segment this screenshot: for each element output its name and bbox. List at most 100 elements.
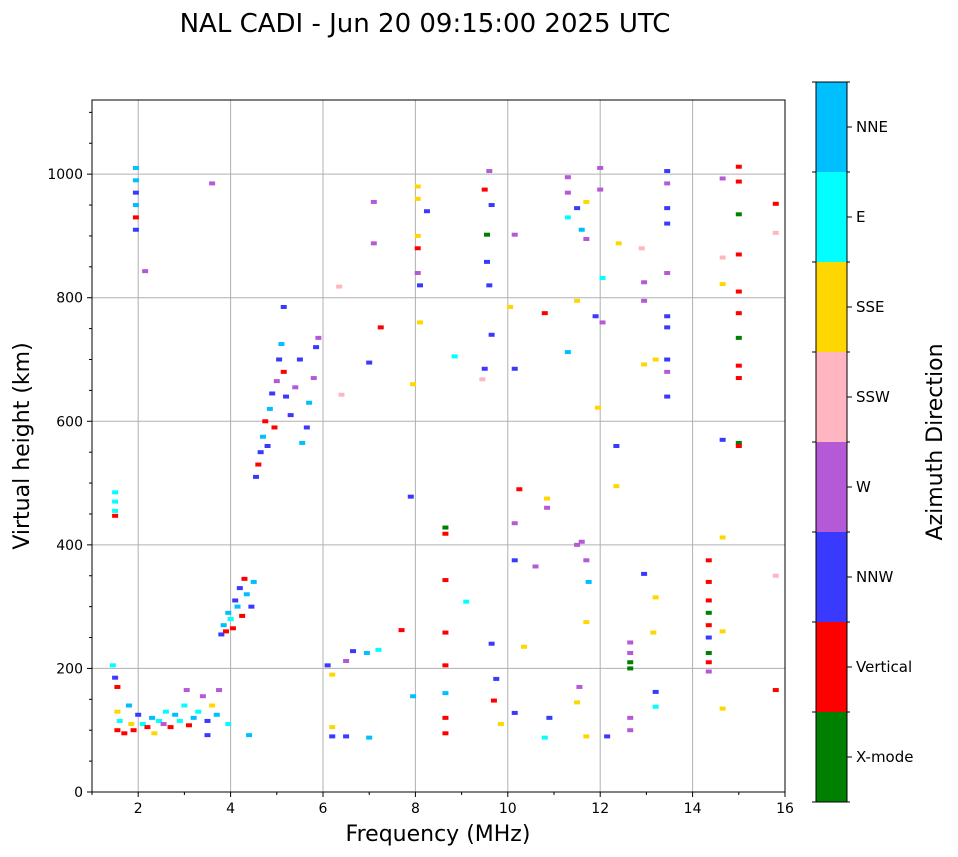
echo-point [442, 663, 449, 668]
echo-point [574, 206, 581, 211]
echo-point [132, 215, 139, 220]
echo-point [583, 734, 590, 739]
echo-point [479, 377, 486, 382]
echo-point [705, 635, 712, 640]
colorbar-tick-label: NNE [856, 118, 888, 136]
echo-point [481, 187, 488, 192]
echo-point [236, 586, 243, 591]
echo-point [363, 650, 370, 655]
echo-point [414, 233, 421, 238]
colorbar-label: Azimuth Direction [923, 343, 948, 540]
echo-point [130, 728, 137, 733]
echo-point [132, 165, 139, 170]
echo-point [705, 660, 712, 665]
echo-point [220, 623, 227, 628]
echo-point [719, 535, 726, 540]
y-tick-label: 800 [56, 291, 83, 307]
echo-point [511, 521, 518, 526]
echo-point [597, 165, 604, 170]
echo-point [627, 666, 634, 671]
echo-point [578, 539, 585, 544]
echo-point [735, 212, 742, 217]
echo-point [410, 694, 417, 699]
echo-point [652, 689, 659, 694]
echo-point [735, 252, 742, 257]
echo-point [283, 394, 290, 399]
echo-point [417, 283, 424, 288]
echo-point [209, 703, 216, 708]
echo-point [246, 733, 253, 738]
echo-point [417, 320, 424, 325]
echo-point [273, 379, 280, 384]
echo-point [490, 698, 497, 703]
echo-point [112, 499, 119, 504]
echo-point [414, 246, 421, 251]
x-tick-label: 2 [134, 801, 143, 817]
echo-point [299, 440, 306, 445]
colorbar-tick-label: W [856, 478, 871, 496]
echo-point [183, 688, 190, 693]
echo-point [592, 314, 599, 319]
echo-point [315, 335, 322, 340]
echo-point [414, 196, 421, 201]
echo-point [641, 362, 648, 367]
colorbar: X-mode Vertical NNW W SSW SSE E NNE [812, 81, 913, 803]
echo-point [564, 215, 571, 220]
x-tick-label: 6 [319, 801, 328, 817]
echo-point [377, 325, 384, 330]
echo-point [255, 462, 262, 467]
echo-point [132, 203, 139, 208]
echo-point [493, 676, 500, 681]
echo-point [241, 576, 248, 581]
echo-point [735, 376, 742, 381]
echo-point [296, 357, 303, 362]
colorbar-tick-label: SSE [856, 298, 885, 316]
y-axis-label: Virtual height (km) [10, 342, 35, 549]
echo-point [181, 703, 188, 708]
echo-point [398, 628, 405, 633]
echo-point [705, 669, 712, 674]
echo-point [149, 715, 156, 720]
echo-point [151, 731, 158, 736]
colorbar-tick-label: Vertical [856, 658, 912, 676]
echo-point [664, 181, 671, 186]
echo-point [541, 735, 548, 740]
echo-point [414, 271, 421, 275]
echo-point [204, 733, 211, 738]
echo-point [442, 525, 449, 530]
echo-point [772, 230, 779, 235]
echo-point [613, 444, 620, 448]
echo-point [199, 694, 206, 699]
echo-point [664, 314, 671, 319]
echo-point [772, 573, 779, 578]
echo-point [735, 444, 742, 448]
echo-point [306, 400, 313, 405]
echo-point [112, 490, 119, 495]
echo-point [564, 350, 571, 355]
echo-point [234, 604, 241, 609]
colorbar-segment [816, 82, 847, 172]
echo-point [719, 706, 726, 711]
echo-point [705, 623, 712, 628]
y-tick-label: 600 [56, 414, 83, 430]
echo-point [484, 232, 491, 237]
x-tick-label: 14 [684, 801, 702, 817]
echo-point [719, 176, 726, 181]
echo-point [735, 311, 742, 316]
echo-point [407, 494, 414, 499]
colorbar-segment [816, 712, 847, 802]
echo-point [719, 282, 726, 287]
x-tick-label: 12 [591, 801, 609, 817]
x-tick-label: 8 [411, 801, 420, 817]
echo-point [604, 734, 611, 739]
echo-points [109, 164, 779, 740]
echo-point [324, 663, 331, 668]
echo-point [216, 688, 223, 693]
echo-point [222, 629, 229, 634]
echo-point [574, 700, 581, 705]
echo-point [313, 345, 320, 350]
colorbar-segment [816, 352, 847, 442]
echo-point [338, 392, 345, 397]
echo-point [664, 394, 671, 399]
echo-point [329, 672, 336, 677]
